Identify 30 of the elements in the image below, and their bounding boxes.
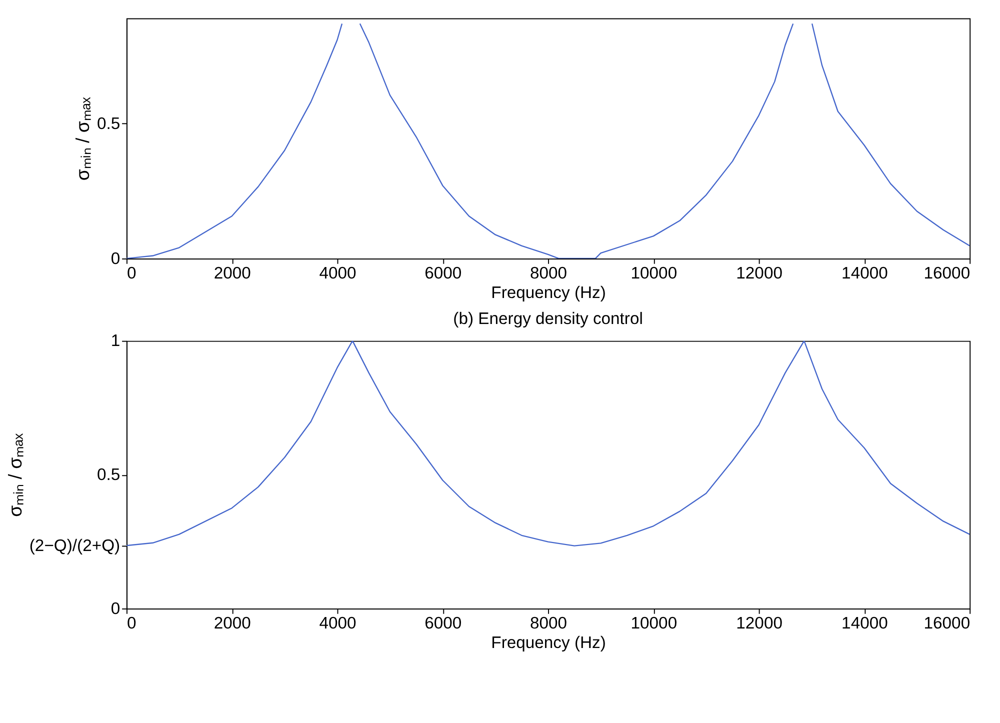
x-tick-label: 16000 bbox=[924, 614, 970, 633]
chart-title: (b) Energy density control bbox=[453, 309, 643, 328]
x-tick-label: 4000 bbox=[319, 614, 356, 633]
x-tick-label: 4000 bbox=[319, 264, 356, 283]
x-axis-title: Frequency (Hz) bbox=[491, 633, 606, 652]
x-tick-label: 10000 bbox=[630, 614, 678, 633]
y-tick-label: 1 bbox=[110, 331, 120, 350]
x-tick-label: 16000 bbox=[924, 264, 970, 283]
x-tick-label: 6000 bbox=[424, 614, 462, 633]
x-axis-title: Frequency (Hz) bbox=[491, 283, 606, 302]
y-tick-label: 0.5 bbox=[96, 114, 120, 133]
y-tick-label: (2−Q)/(2+Q) bbox=[29, 536, 120, 555]
x-tick-label: 12000 bbox=[736, 614, 782, 633]
y-tick-label: 0 bbox=[110, 248, 120, 268]
x-tick-label: 14000 bbox=[842, 264, 888, 283]
y-tick-label: 0 bbox=[110, 598, 120, 618]
x-tick-label: 14000 bbox=[842, 614, 888, 633]
x-tick-label: 0 bbox=[126, 614, 136, 633]
y-axis-title: σₘᵢₙ / σₘₐₓ bbox=[4, 432, 26, 517]
x-tick-label: 8000 bbox=[530, 614, 568, 633]
y-axis-title: σₘᵢₙ / σₘₐₓ bbox=[72, 96, 94, 181]
x-tick-label: 2000 bbox=[214, 264, 251, 283]
x-tick-label: 6000 bbox=[424, 264, 462, 283]
x-tick-label: 8000 bbox=[530, 264, 568, 283]
x-tick-label: 2000 bbox=[214, 614, 251, 633]
line-series bbox=[126, 340, 970, 546]
x-tick-label: 10000 bbox=[630, 264, 678, 283]
x-tick-label: 12000 bbox=[736, 264, 782, 283]
y-tick-label: 0.5 bbox=[96, 465, 120, 484]
x-tick-label: 0 bbox=[126, 264, 136, 283]
